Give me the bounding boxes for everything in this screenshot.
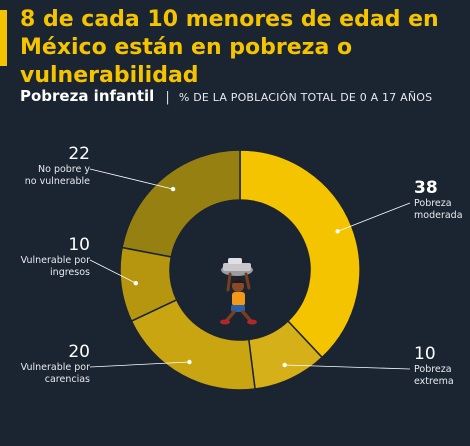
leader-dot xyxy=(187,359,192,365)
slice-label: 38 Pobreza moderada xyxy=(414,178,463,221)
leader-line xyxy=(89,168,174,190)
donut-slices xyxy=(119,149,361,391)
page-title: 8 de cada 10 menores de edad en México e… xyxy=(20,7,439,88)
slice-name-line: Pobreza xyxy=(414,364,452,375)
leader-dot xyxy=(170,186,176,192)
leader-lines xyxy=(89,168,411,370)
slice-name-line: Vulnerable por xyxy=(20,362,90,373)
leader-dot xyxy=(133,280,139,286)
slice-label: 20 Vulnerable por carencias xyxy=(20,342,90,385)
leader-dot xyxy=(282,362,287,368)
accent-bar xyxy=(0,10,7,66)
slice-value: 20 xyxy=(68,342,90,362)
subtitle-description: % DE LA POBLACIÓN TOTAL DE 0 A 17 AÑOS xyxy=(178,91,433,104)
subtitle-separator: | xyxy=(165,90,170,105)
slice-name-line: ingresos xyxy=(50,266,90,278)
slice-name-line: Pobreza xyxy=(414,198,452,209)
slice-value: 10 xyxy=(414,344,436,364)
slice-label: 22 No pobre y no vulnerable xyxy=(20,144,90,187)
donut-slice-no-pobre-y-no-vulnerable xyxy=(121,149,241,258)
leader-line xyxy=(337,202,411,232)
slice-name-line: extrema xyxy=(414,375,454,387)
slice-value: 38 xyxy=(414,178,438,198)
child-carrying-load-icon xyxy=(220,258,257,325)
slice-label: 10 Vulnerable por ingresos xyxy=(20,235,90,278)
slice-name-line: Vulnerable por xyxy=(20,255,90,266)
slice-name-line: No pobre y xyxy=(38,164,90,175)
slice-value: 22 xyxy=(68,144,90,164)
donut-slice-pobreza-moderada xyxy=(239,149,361,359)
slice-name-line: carencias xyxy=(44,373,90,385)
leader-line xyxy=(89,259,137,284)
leader-line xyxy=(89,361,190,368)
slice-label: 10 Pobreza extrema xyxy=(414,344,454,387)
leader-line xyxy=(284,364,411,370)
leader-dot xyxy=(335,229,340,234)
slice-value: 10 xyxy=(68,235,90,255)
chart-subtitle: Pobreza infantil | % DE LA POBLACIÓN TOT… xyxy=(20,86,432,105)
subtitle-main: Pobreza infantil xyxy=(20,87,155,105)
slice-name-line: moderada xyxy=(414,209,463,221)
slice-name-line: no vulnerable xyxy=(24,175,90,187)
donut-slice-vulnerable-por-carencias xyxy=(130,298,256,391)
